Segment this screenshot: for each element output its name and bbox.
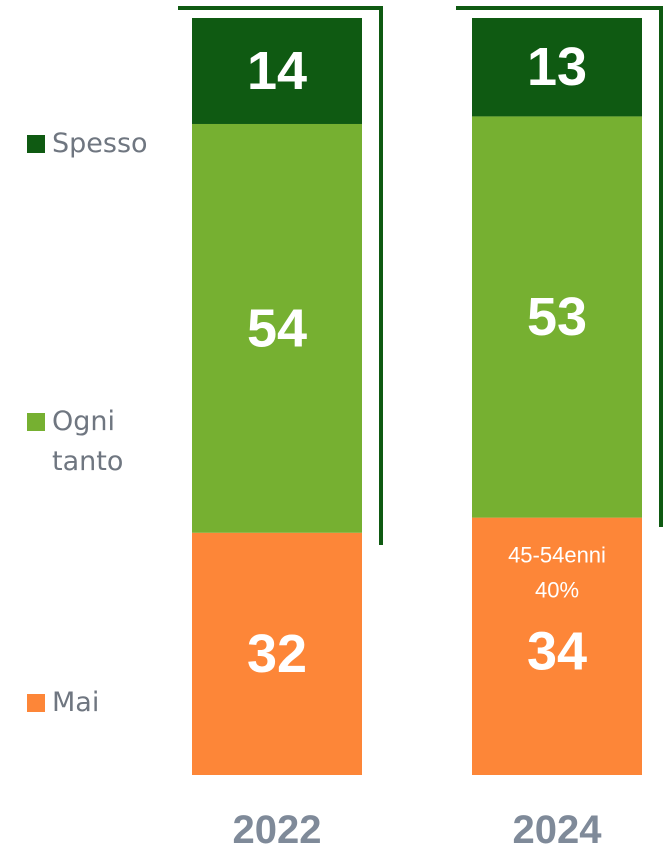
annotation: 40% xyxy=(535,578,579,603)
legend-item: Mai xyxy=(52,687,100,718)
bar-segment xyxy=(192,18,362,124)
data-label: 13 xyxy=(527,37,587,97)
legend-label: Ogni tanto xyxy=(52,406,124,477)
legend-swatch xyxy=(27,694,45,712)
bar-segment xyxy=(472,18,642,117)
x-tick-label: 2022 xyxy=(233,808,322,851)
bar-segment xyxy=(472,517,642,775)
bracket xyxy=(456,6,663,527)
legend-item: Ogni tanto xyxy=(52,406,124,477)
x-tick-label: 2024 xyxy=(513,808,603,851)
legend-item: Spesso xyxy=(52,128,148,159)
legend-label: Mai xyxy=(52,687,100,718)
data-label: 32 xyxy=(247,624,307,684)
legend-swatch xyxy=(27,135,45,153)
bar-segment xyxy=(192,532,362,775)
data-label: 14 xyxy=(247,41,307,101)
legend-label: Spesso xyxy=(52,128,148,159)
bar-segment xyxy=(192,123,362,533)
annotation: 45-54enni xyxy=(508,543,606,568)
data-label: 34 xyxy=(527,621,587,681)
legend-swatch xyxy=(27,413,45,431)
bracket xyxy=(178,6,383,545)
data-label: 54 xyxy=(247,298,307,358)
bar-segment xyxy=(472,116,642,518)
data-label: 53 xyxy=(527,287,587,347)
